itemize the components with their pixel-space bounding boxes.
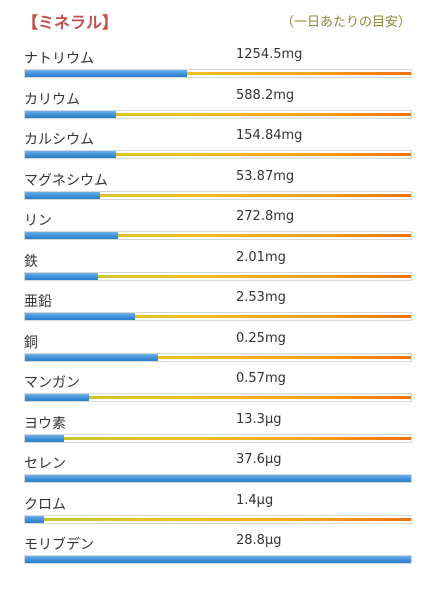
intake-bar-track (24, 514, 412, 524)
intake-bar-track (24, 352, 412, 362)
mineral-name: マンガン (24, 375, 80, 391)
mineral-amount: 2.53mg (236, 290, 286, 305)
intake-bar-track (24, 150, 412, 159)
mineral-row: ナトリウム 1254.5mg (24, 42, 413, 83)
mineral-row: 鉄 2.01mg (24, 245, 413, 286)
intake-bar-fill (25, 515, 45, 523)
mineral-row: クロム 1.4μg (24, 488, 413, 529)
intake-bar-guide-line (25, 396, 411, 399)
intake-bar-fill (25, 394, 89, 401)
mineral-name: リン (24, 213, 52, 229)
mineral-row: カルシウム 154.84mg (24, 123, 413, 164)
intake-bar-track (24, 231, 412, 240)
intake-bar-guide-line (25, 274, 411, 278)
mineral-amount: 37.6μg (236, 452, 282, 467)
mineral-row: マンガン 0.57mg (24, 366, 413, 407)
mineral-amount: 2.01mg (236, 249, 286, 265)
intake-bar-fill (25, 232, 118, 239)
intake-bar-fill (25, 191, 101, 199)
daily-guide-note: （一日あたりの目安） (280, 15, 411, 30)
intake-bar-guide-line (25, 72, 411, 75)
intake-bar-guide-line (25, 517, 411, 521)
intake-bar-guide-line (25, 193, 411, 197)
mineral-name: マグネシウム (24, 172, 108, 189)
mineral-name: モリブデン (24, 537, 94, 553)
mineral-name: クロム (24, 496, 66, 513)
mineral-amount: 0.25mg (236, 330, 286, 346)
intake-bar-track (24, 433, 412, 443)
intake-bar-guide-line (25, 234, 411, 237)
mineral-name: セレン (24, 456, 66, 472)
mineral-amount: 28.8μg (236, 533, 282, 548)
mineral-name: 亜鉛 (24, 294, 52, 310)
intake-bar-fill (25, 313, 135, 320)
intake-bar-fill (25, 434, 64, 442)
section-title: 【ミネラル】 (22, 13, 119, 32)
intake-bar-fill (25, 272, 99, 280)
mineral-amount: 272.8mg (236, 209, 295, 224)
intake-bar-track (24, 109, 412, 119)
intake-bar-fill (25, 353, 159, 361)
mineral-row: マグネシウム 53.87mg (24, 164, 413, 205)
intake-bar-track (24, 474, 412, 483)
mineral-row: 亜鉛 2.53mg (24, 285, 413, 326)
intake-bar-track (24, 312, 412, 321)
intake-bar-fill (25, 556, 411, 563)
mineral-name: 銅 (24, 334, 38, 351)
intake-bar-guide-line (25, 153, 411, 156)
intake-bar-track (24, 69, 412, 78)
mineral-amount: 13.3μg (236, 411, 282, 427)
mineral-row: リン 272.8mg (24, 204, 413, 245)
mineral-row: 銅 0.25mg (24, 326, 413, 367)
intake-bar-track (24, 271, 412, 281)
mineral-name: ヨウ素 (24, 415, 66, 432)
intake-bar-track (24, 393, 412, 402)
mineral-amount: 154.84mg (236, 128, 303, 143)
mineral-header: 【ミネラル】 （一日あたりの目安） (0, 0, 435, 42)
mineral-name: ナトリウム (24, 51, 94, 67)
mineral-amount: 588.2mg (236, 87, 295, 103)
intake-bar-fill (25, 110, 116, 118)
intake-bar-track (24, 190, 412, 200)
intake-bar-track (24, 555, 412, 564)
mineral-row: モリブデン 28.8μg (24, 528, 413, 569)
mineral-name: カルシウム (24, 132, 94, 148)
mineral-amount: 53.87mg (236, 168, 295, 184)
mineral-name: 鉄 (24, 253, 38, 270)
mineral-amount: 0.57mg (236, 371, 286, 386)
intake-bar-guide-line (25, 112, 411, 116)
intake-bar-guide-line (25, 436, 411, 440)
intake-bar-fill (25, 70, 188, 77)
intake-bar-fill (25, 475, 411, 482)
mineral-list: ナトリウム 1254.5mg カリウム 588.2mg カルシウム 154.84mg マグネ… (24, 42, 413, 569)
mineral-row: カリウム 588.2mg (24, 83, 413, 124)
mineral-amount: 1254.5mg (236, 47, 303, 62)
intake-bar-guide-line (25, 355, 411, 359)
mineral-amount: 1.4μg (236, 492, 274, 508)
mineral-row: セレン 37.6μg (24, 447, 413, 488)
mineral-row: ヨウ素 13.3μg (24, 407, 413, 448)
intake-bar-guide-line (25, 315, 411, 318)
mineral-name: カリウム (24, 91, 80, 108)
intake-bar-fill (25, 151, 116, 158)
